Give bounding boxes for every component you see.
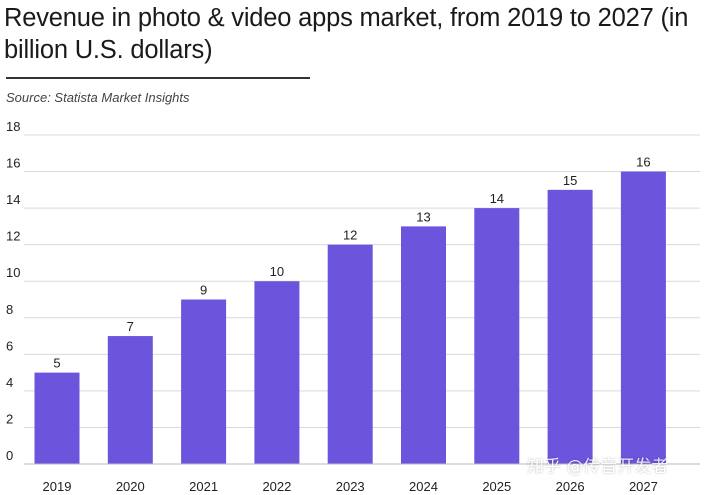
x-tick-label: 2022 bbox=[262, 479, 291, 494]
x-tick-label: 2024 bbox=[409, 479, 438, 494]
x-tick-label: 2020 bbox=[116, 479, 145, 494]
x-tick-label: 2027 bbox=[629, 479, 658, 494]
y-tick-label: 10 bbox=[6, 265, 20, 280]
data-label: 15 bbox=[563, 173, 577, 188]
data-label: 14 bbox=[490, 191, 504, 206]
bar bbox=[474, 208, 520, 464]
bar bbox=[401, 226, 446, 464]
data-label: 9 bbox=[200, 283, 207, 298]
x-tick-label: 2019 bbox=[43, 479, 72, 494]
y-tick-label: 12 bbox=[6, 229, 20, 244]
chart-source: Source: Statista Market Insights bbox=[6, 90, 190, 105]
bar bbox=[327, 244, 373, 464]
y-tick-label: 14 bbox=[6, 192, 20, 207]
bar bbox=[181, 299, 227, 464]
data-label: 13 bbox=[416, 209, 430, 224]
y-tick-label: 0 bbox=[6, 448, 13, 463]
bar bbox=[547, 189, 593, 465]
data-label: 16 bbox=[636, 155, 650, 170]
y-tick-label: 2 bbox=[6, 411, 13, 426]
data-label: 12 bbox=[343, 228, 357, 243]
chart-title: Revenue in photo & video apps market, fr… bbox=[4, 4, 689, 64]
bar bbox=[107, 336, 153, 464]
y-tick-label: 6 bbox=[6, 338, 13, 353]
x-tick-label: 2021 bbox=[189, 479, 218, 494]
bar bbox=[254, 281, 300, 464]
x-tick-label: 2023 bbox=[336, 479, 365, 494]
y-tick-label: 16 bbox=[6, 156, 20, 171]
data-label: 10 bbox=[270, 264, 284, 279]
data-label: 7 bbox=[127, 319, 134, 334]
y-tick-label: 18 bbox=[6, 119, 20, 134]
title-divider bbox=[6, 77, 310, 79]
x-tick-label: 2025 bbox=[482, 479, 511, 494]
data-label: 5 bbox=[53, 356, 60, 371]
bar bbox=[620, 171, 666, 465]
y-tick-label: 4 bbox=[6, 375, 13, 390]
x-tick-label: 2026 bbox=[556, 479, 585, 494]
bar bbox=[34, 372, 80, 464]
watermark: 知乎 @传音开发者 bbox=[527, 457, 669, 477]
y-tick-label: 8 bbox=[6, 302, 13, 317]
